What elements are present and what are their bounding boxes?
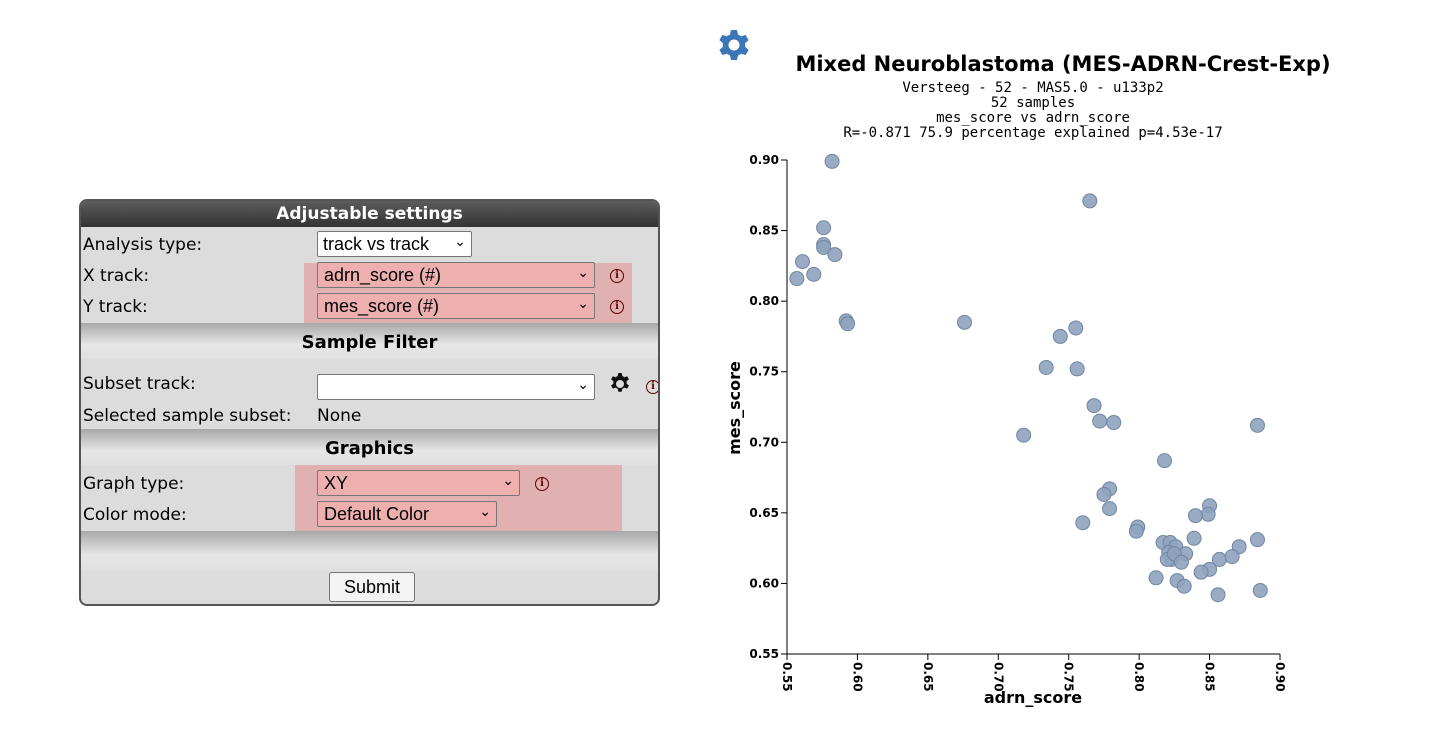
- data-point[interactable]: [1082, 193, 1098, 209]
- data-point[interactable]: [1200, 506, 1216, 522]
- data-point[interactable]: [806, 266, 822, 282]
- y-tick-label: 0.75: [749, 365, 779, 379]
- data-point[interactable]: [1252, 582, 1268, 598]
- subset-track-value: [317, 374, 595, 400]
- color-mode-label: Color mode:: [83, 505, 187, 525]
- chart-title: Mixed Neuroblastoma (MES-ADRN-Crest-Exp): [795, 52, 1330, 76]
- chart-subtitle-1: Versteeg - 52 - MAS5.0 - u133p2: [902, 80, 1163, 96]
- x-tick-label: 0.55: [780, 662, 794, 692]
- x-tick-label: 0.80: [1132, 662, 1146, 692]
- data-point[interactable]: [1016, 427, 1032, 443]
- data-point[interactable]: [1176, 578, 1192, 594]
- data-point[interactable]: [794, 254, 810, 270]
- x-track-label: X track:: [83, 266, 150, 286]
- y-tick-label: 0.60: [749, 576, 779, 590]
- y-tick-label: 0.90: [749, 153, 779, 167]
- data-point[interactable]: [1102, 501, 1118, 517]
- analysis-type-value: track vs track: [317, 231, 472, 257]
- data-point[interactable]: [1075, 515, 1091, 531]
- data-point[interactable]: [1038, 359, 1054, 375]
- data-point[interactable]: [1069, 361, 1085, 377]
- x-track-select[interactable]: adrn_score (#) ⌄: [317, 262, 595, 288]
- x-axis-label: adrn_score: [984, 688, 1082, 707]
- data-point[interactable]: [1128, 523, 1144, 539]
- sample-filter-heading: Sample Filter: [81, 323, 658, 359]
- data-point[interactable]: [1193, 564, 1209, 580]
- data-point[interactable]: [816, 240, 832, 256]
- analysis-type-select[interactable]: track vs track ⌄: [317, 231, 472, 257]
- y-axis-label: mes_score: [725, 361, 744, 455]
- data-point[interactable]: [1224, 549, 1240, 565]
- x-tick-label: 0.85: [1203, 662, 1217, 692]
- submit-button[interactable]: Submit: [329, 572, 415, 602]
- data-point[interactable]: [956, 314, 972, 330]
- graph-type-label: Graph type:: [83, 474, 185, 494]
- x-track-value: adrn_score (#): [317, 262, 595, 288]
- y-tick-label: 0.70: [749, 435, 779, 449]
- x-tick-label: 0.60: [850, 662, 864, 692]
- data-point[interactable]: [1249, 532, 1265, 548]
- data-point[interactable]: [1187, 508, 1203, 524]
- x-tick-label: 0.90: [1273, 662, 1287, 692]
- x-tick-label: 0.70: [991, 662, 1005, 692]
- plot-area: 0.55 0.60 0.65 0.70 0.75 0.80 0.85 0.90 0.55 0.60…: [749, 153, 1287, 692]
- settings-title: Adjustable settings: [81, 201, 658, 227]
- data-point[interactable]: [1092, 413, 1108, 429]
- chart-subtitle-4: R=-0.871 75.9 percentage explained p=4.5…: [843, 125, 1222, 141]
- data-point[interactable]: [1052, 328, 1068, 344]
- y-tick-label: 0.85: [749, 224, 779, 238]
- chart-subtitle-2: 52 samples: [991, 95, 1075, 111]
- data-point[interactable]: [824, 153, 840, 169]
- x-tick-label: 0.65: [921, 662, 935, 692]
- y-track-label: Y track:: [83, 297, 148, 317]
- subset-track-select[interactable]: ⌄: [317, 374, 595, 400]
- graph-type-value: XY: [317, 470, 520, 496]
- data-point[interactable]: [789, 271, 805, 287]
- submit-band: [81, 531, 658, 571]
- data-point[interactable]: [840, 316, 856, 332]
- data-point[interactable]: [1096, 487, 1112, 503]
- selected-subset-label: Selected sample subset:: [83, 406, 292, 426]
- data-point[interactable]: [816, 220, 832, 236]
- info-icon[interactable]: i: [535, 477, 549, 491]
- data-point[interactable]: [1186, 530, 1202, 546]
- y-tick-label: 0.55: [749, 647, 779, 661]
- color-mode-value: Default Color: [317, 501, 497, 527]
- data-point[interactable]: [1106, 415, 1122, 431]
- data-point[interactable]: [1068, 320, 1084, 336]
- info-icon[interactable]: i: [610, 269, 624, 283]
- info-icon[interactable]: i: [610, 300, 624, 314]
- chart-settings-gear-icon[interactable]: [719, 30, 749, 60]
- data-point[interactable]: [1210, 587, 1226, 603]
- x-tick-label: 0.75: [1062, 662, 1076, 692]
- scatter-chart: Mixed Neuroblastoma (MES-ADRN-Crest-Exp)…: [719, 30, 1331, 707]
- data-point[interactable]: [1156, 453, 1172, 469]
- data-point[interactable]: [1173, 554, 1189, 570]
- subset-track-label: Subset track:: [83, 374, 196, 394]
- graph-type-select[interactable]: XY ⌄: [317, 470, 520, 496]
- color-mode-select[interactable]: Default Color ⌄: [317, 501, 497, 527]
- graphics-heading: Graphics: [81, 429, 658, 465]
- gear-icon[interactable]: [608, 372, 632, 396]
- y-tick-label: 0.65: [749, 506, 779, 520]
- data-point[interactable]: [1086, 398, 1102, 414]
- y-track-value: mes_score (#): [317, 293, 595, 319]
- selected-subset-value: None: [317, 406, 362, 426]
- data-point[interactable]: [827, 247, 843, 263]
- y-track-select[interactable]: mes_score (#) ⌄: [317, 293, 595, 319]
- info-icon[interactable]: i: [646, 380, 658, 394]
- analysis-type-label: Analysis type:: [83, 235, 203, 255]
- data-point[interactable]: [1249, 417, 1265, 433]
- chart-subtitle-3: mes_score vs adrn_score: [936, 110, 1130, 126]
- y-tick-label: 0.80: [749, 294, 779, 308]
- settings-panel: Adjustable settings Analysis type: track…: [79, 199, 660, 606]
- data-point[interactable]: [1148, 570, 1164, 586]
